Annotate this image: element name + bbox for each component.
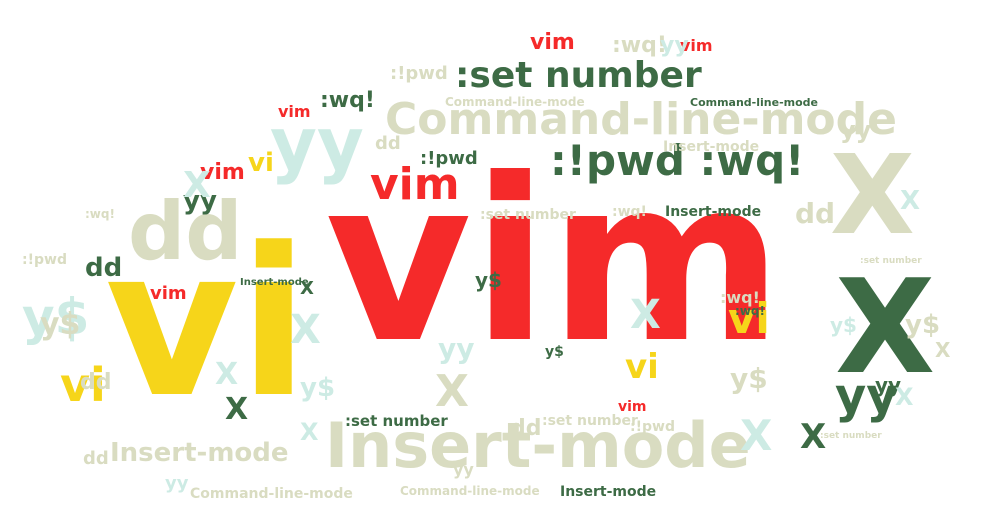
cloud-word: X [800,417,827,457]
cloud-word: :set number [860,256,922,266]
cloud-word: y$ [905,310,941,340]
cloud-word: :set number [345,412,448,430]
cloud-word: vi [105,205,309,443]
cloud-word: X [935,338,951,362]
cloud-word: vim [618,399,647,415]
cloud-word: X [740,411,773,460]
cloud-word: :!pwd [22,252,67,268]
cloud-word: X [300,278,314,299]
cloud-word: :wq! [720,288,760,307]
cloud-word: X [830,131,915,259]
cloud-word: X [300,418,319,446]
cloud-word: dd [83,448,109,469]
cloud-word: :wq! [320,88,375,113]
cloud-word: :set number [542,413,638,429]
cloud-word: y$ [300,373,336,403]
cloud-word: y$ [22,288,90,346]
cloud-word: y$ [545,344,564,360]
cloud-word: dd [510,416,542,441]
cloud-word: dd [128,185,243,278]
cloud-word: dd [80,370,112,395]
cloud-word: X [183,165,211,206]
cloud-word: vi [248,148,274,178]
cloud-word: vim [530,30,575,55]
cloud-word: :set number [480,207,576,223]
cloud-word: vim [325,131,784,393]
cloud-word: :wq! [85,207,115,221]
cloud-word: yy [438,332,475,365]
cloud-word: dd [375,133,401,154]
cloud-word: Command-line-mode [190,486,353,502]
cloud-word: :set number [455,55,702,96]
cloud-word: Insert-mode [663,139,760,155]
cloud-word: X [290,307,321,353]
cloud-word: yy [183,186,217,216]
cloud-word: X [630,292,661,338]
cloud-word: yy [165,473,189,494]
cloud-word: dd [795,197,836,230]
cloud-word: vim [370,159,460,210]
cloud-word: X [835,251,936,403]
cloud-word: X [900,186,921,216]
cloud-word: y$ [475,268,502,292]
cloud-word: X [215,357,239,392]
cloud-word: :!pwd :wq! [550,136,805,185]
cloud-word: X [225,392,249,427]
cloud-word: :wq! [612,204,647,220]
cloud-word: vim [200,160,245,185]
cloud-word: yy [660,33,689,58]
cloud-word: :wq! [735,304,765,318]
cloud-word: vi [728,294,770,343]
cloud-word: :!pwd [630,419,675,435]
cloud-word: yy [270,102,364,186]
cloud-word: y$ [830,313,857,337]
cloud-word: vi [60,358,106,412]
cloud-word: Command-line-mode [385,94,897,145]
cloud-word: dd [85,253,123,283]
cloud-word: Command-line-mode [445,95,585,109]
cloud-word: yy [875,373,902,397]
cloud-word: yy [835,368,898,424]
cloud-word: Insert-mode [240,277,309,288]
cloud-word: Command-line-mode [690,96,818,109]
cloud-word: yy [840,116,872,144]
cloud-word: :!pwd [390,63,448,84]
cloud-word: Insert-mode [665,204,762,220]
cloud-word: vim [680,36,713,55]
cloud-word: yy [453,460,474,479]
cloud-word: :!pwd [420,148,478,169]
cloud-word: Command-line-mode [400,484,540,498]
cloud-word: Insert-mode [560,484,657,500]
cloud-word: vim [278,102,311,121]
cloud-word: vi [625,347,659,387]
cloud-word: vim [150,283,187,304]
cloud-word: y$ [730,362,768,395]
cloud-word: :set number [820,431,882,441]
cloud-word: y$ [40,307,81,342]
cloud-word: Insert-mode [325,409,751,482]
cloud-word: X [435,366,469,417]
cloud-word: :wq! [612,33,667,58]
cloud-word: X [895,383,914,411]
cloud-word: Insert-mode [110,438,289,468]
